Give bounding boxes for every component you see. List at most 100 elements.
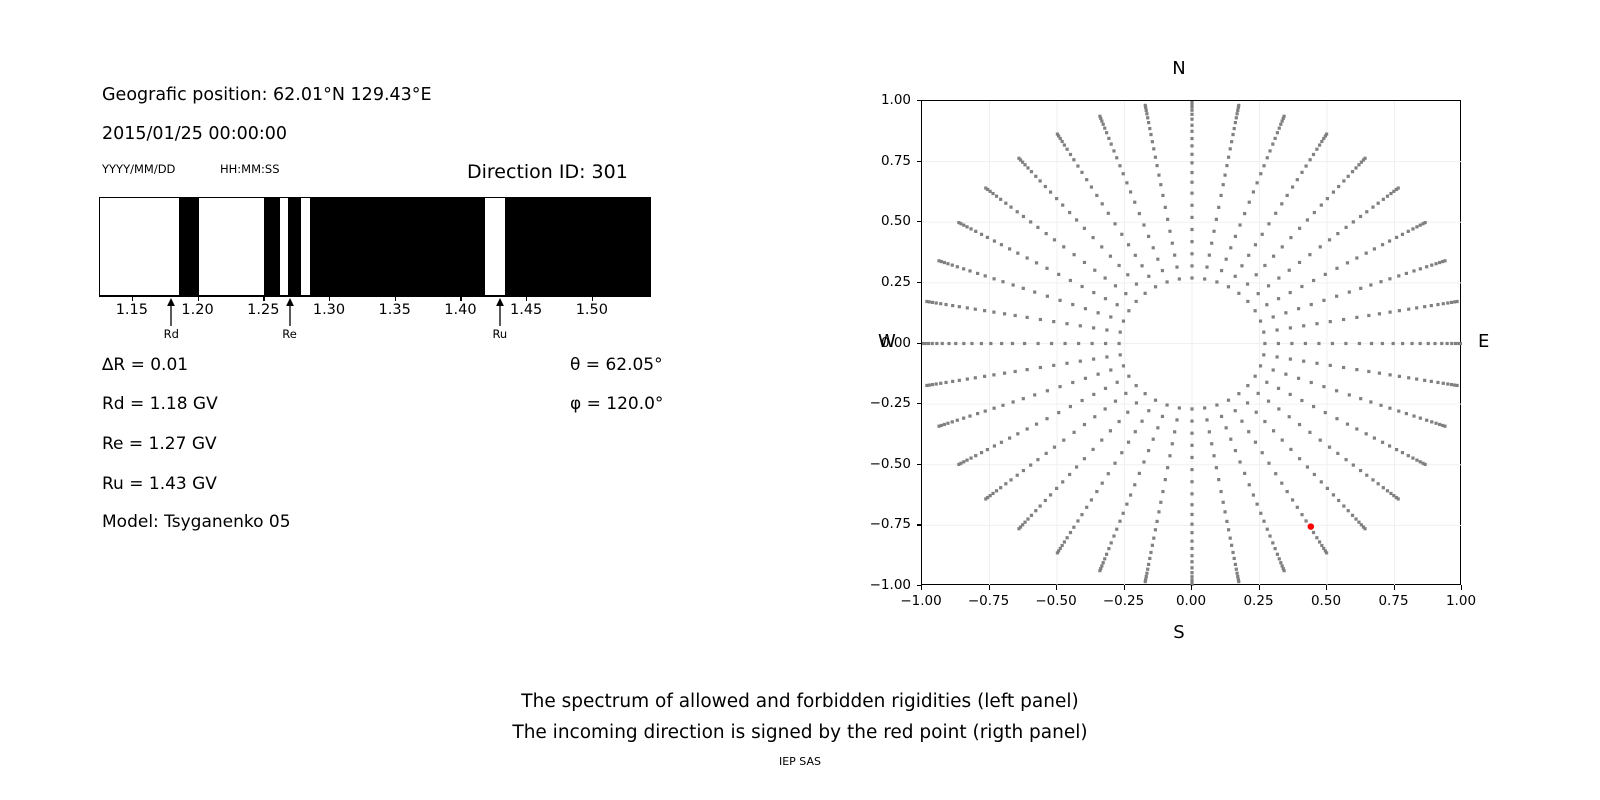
direction-point <box>1071 380 1075 385</box>
direction-point <box>965 306 969 310</box>
direction-point <box>1426 341 1430 346</box>
direction-point <box>1215 403 1219 407</box>
direction-point <box>985 235 990 240</box>
direction-point <box>962 223 966 227</box>
geographic-position-label: Geografic position: 62.01°N 129.43°E <box>102 85 432 105</box>
direction-point <box>1001 403 1005 407</box>
direction-point <box>1226 528 1231 532</box>
direction-point <box>1057 549 1061 553</box>
direction-point <box>1078 324 1082 328</box>
direction-point <box>1058 136 1062 141</box>
y-axis-tick-label: 1.00 <box>880 92 911 108</box>
direction-point <box>1145 112 1149 116</box>
direction-point <box>1190 539 1194 543</box>
direction-point <box>1052 238 1057 242</box>
x-axis-tick <box>988 585 990 590</box>
direction-point <box>1101 561 1105 565</box>
direction-point <box>1397 409 1401 413</box>
direction-point <box>1062 143 1067 147</box>
direction-point <box>1121 172 1125 176</box>
direction-point <box>1190 560 1194 564</box>
direction-point <box>962 267 966 271</box>
direction-point <box>1380 341 1384 346</box>
x-axis-tick-label: −0.50 <box>1035 593 1077 609</box>
direction-point <box>1140 264 1144 268</box>
axis-tick <box>329 296 331 301</box>
direction-point <box>1290 341 1294 346</box>
direction-point <box>1128 190 1133 194</box>
direction-point <box>1190 512 1194 517</box>
direction-point <box>1377 371 1382 375</box>
direction-point <box>1345 422 1350 426</box>
direction-point <box>1013 369 1017 374</box>
direction-point <box>927 383 931 387</box>
direction-point <box>934 382 938 386</box>
direction-point <box>1121 511 1125 515</box>
direction-point <box>1190 161 1194 165</box>
direction-point <box>1144 105 1148 110</box>
time-format-hint: HH:MM:SS <box>220 162 280 176</box>
direction-point <box>1103 557 1107 561</box>
direction-point <box>968 414 972 418</box>
direction-point <box>1224 257 1228 261</box>
forbidden-band <box>504 198 650 295</box>
direction-point <box>1341 365 1346 370</box>
direction-point <box>1190 480 1194 484</box>
direction-point <box>1277 276 1281 280</box>
direction-point <box>1288 290 1292 295</box>
direction-point <box>1387 444 1392 448</box>
direction-point <box>1137 212 1141 216</box>
param-delta-r: ∆R = 0.01 <box>102 355 189 375</box>
direction-point <box>1247 483 1251 487</box>
direction-point <box>1099 116 1103 120</box>
direction-point <box>1029 463 1033 467</box>
direction-point <box>1155 163 1159 168</box>
direction-point <box>925 383 929 388</box>
direction-point <box>1103 276 1107 280</box>
direction-point <box>1277 557 1281 561</box>
direction-point <box>1062 245 1066 249</box>
direction-map-plot <box>921 100 1462 586</box>
direction-point <box>1133 200 1137 204</box>
direction-point <box>1205 418 1209 422</box>
direction-point <box>1190 575 1194 579</box>
direction-point <box>962 341 966 346</box>
direction-point <box>992 239 997 243</box>
direction-point <box>1219 414 1224 419</box>
direction-point <box>1344 341 1348 346</box>
direction-point <box>1237 392 1241 396</box>
axis-tick <box>131 296 134 301</box>
direction-point <box>1063 341 1067 346</box>
direction-point <box>1029 220 1033 224</box>
direction-point <box>1083 307 1088 311</box>
direction-point <box>1304 164 1308 168</box>
direction-point <box>1140 419 1144 423</box>
direction-point <box>1190 578 1194 582</box>
direction-point <box>1008 247 1012 251</box>
x-axis-tick-label: −0.75 <box>967 593 1010 609</box>
direction-point <box>1302 324 1306 328</box>
direction-point <box>1262 353 1266 357</box>
direction-point <box>1319 480 1323 484</box>
arrow-up-icon <box>495 298 504 326</box>
direction-point <box>1210 241 1214 245</box>
direction-point <box>1396 186 1400 190</box>
direction-point <box>1117 263 1121 268</box>
direction-point <box>1115 527 1119 531</box>
direction-point <box>1190 419 1194 423</box>
direction-point <box>1263 419 1267 424</box>
direction-point <box>974 229 978 233</box>
direction-point <box>1118 330 1122 334</box>
direction-point <box>1021 214 1026 219</box>
direction-point <box>1296 307 1301 311</box>
direction-point <box>992 277 996 281</box>
direction-point <box>1221 500 1225 504</box>
direction-point <box>1328 320 1332 324</box>
direction-point <box>1443 424 1447 428</box>
axis-tick-label: 1.40 <box>444 302 477 318</box>
direction-point <box>1265 527 1269 531</box>
direction-point <box>1060 543 1064 548</box>
direction-point <box>1121 319 1126 323</box>
direction-point <box>950 263 954 267</box>
direction-point <box>1160 268 1165 273</box>
